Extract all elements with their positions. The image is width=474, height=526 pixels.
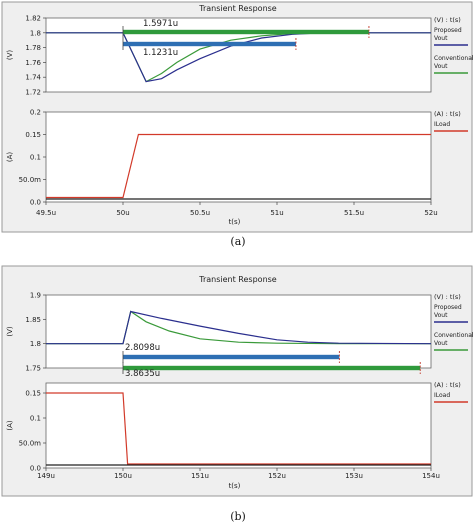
annotation-label: 1.5971u: [143, 19, 178, 29]
y-tick-label: 0.0: [30, 465, 41, 473]
x-tick-label: 51u: [270, 209, 283, 217]
annotation-bar: [123, 365, 421, 371]
y-tick-label: 1.74: [25, 74, 41, 82]
y-axis-label: (V): [6, 326, 14, 337]
x-tick-label: 154u: [422, 472, 440, 480]
y-tick-label: 1.8: [30, 29, 41, 37]
y-tick-label: 1.76: [25, 59, 41, 67]
legend-entry-label: Conventional: [434, 332, 474, 339]
annotation-bar: [123, 354, 340, 360]
y-tick-label: 0.0: [30, 199, 41, 207]
y-tick-label: 0.1: [30, 154, 41, 162]
x-axis-label: t(s): [229, 218, 241, 226]
x-tick-label: 50.5u: [190, 209, 210, 217]
x-tick-label: 50u: [116, 209, 129, 217]
y-tick-label: 1.9: [30, 292, 41, 300]
y-axis-label: (A): [6, 420, 14, 431]
legend-entry-label: Conventional: [434, 55, 474, 62]
legend-unit-header: (A) : t(s): [434, 381, 461, 389]
y-tick-label: 0.15: [25, 390, 41, 398]
y-tick-label: 1.75: [25, 365, 41, 373]
annotation-bar: [123, 29, 369, 35]
x-axis-label: t(s): [229, 482, 241, 490]
y-tick-label: 1.8: [30, 340, 41, 348]
y-axis-label: (A): [6, 152, 14, 163]
annotation-label: 2.8098u: [125, 343, 160, 353]
series-line: [46, 133, 431, 199]
y-tick-label: 50.0m: [19, 176, 42, 184]
y-tick-label: 0.1: [30, 415, 41, 423]
legend-entry-label: Vout: [434, 63, 448, 70]
x-tick-label: 153u: [345, 472, 363, 480]
y-tick-label: 50.0m: [19, 440, 42, 448]
x-tick-label: 149u: [37, 472, 55, 480]
plot-area: [45, 382, 432, 469]
plot-area: [45, 17, 432, 93]
x-tick-label: 151u: [191, 472, 209, 480]
plot-area: [45, 111, 432, 203]
legend-entry-label: ILoad: [434, 121, 450, 128]
series-line: [46, 392, 431, 465]
chart-title: Transient Response: [198, 275, 277, 284]
legend-entry-label: Vout: [434, 312, 448, 319]
y-tick-label: 1.85: [25, 316, 41, 324]
legend-unit-header: (V) : t(s): [434, 293, 461, 301]
legend-entry-label: Vout: [434, 340, 448, 347]
annotation-label: 3.8635u: [125, 369, 160, 379]
y-axis-label: (V): [6, 50, 14, 61]
y-tick-label: 0.2: [30, 109, 41, 117]
x-tick-label: 152u: [268, 472, 286, 480]
x-tick-label: 51.5u: [344, 209, 364, 217]
x-tick-label: 52u: [424, 209, 437, 217]
legend-entry-label: Proposed: [434, 304, 462, 311]
y-tick-label: 1.82: [25, 15, 41, 23]
chart-title: Transient Response: [198, 4, 277, 13]
figure-caption: (b): [230, 510, 246, 523]
annotation-bar: [123, 41, 296, 47]
legend-unit-header: (A) : t(s): [434, 110, 461, 118]
x-tick-label: 150u: [114, 472, 132, 480]
y-tick-label: 1.78: [25, 44, 41, 52]
legend-entry-label: ILoad: [434, 392, 450, 399]
y-tick-label: 0.15: [25, 131, 41, 139]
legend-entry-label: Vout: [434, 35, 448, 42]
x-tick-label: 49.5u: [36, 209, 56, 217]
series-line: [46, 310, 431, 345]
legend-entry-label: Proposed: [434, 27, 462, 34]
figure-caption: (a): [230, 235, 245, 248]
legend-unit-header: (V) : t(s): [434, 16, 461, 24]
y-tick-label: 1.72: [25, 89, 41, 97]
annotation-label: 1.1231u: [143, 48, 178, 58]
